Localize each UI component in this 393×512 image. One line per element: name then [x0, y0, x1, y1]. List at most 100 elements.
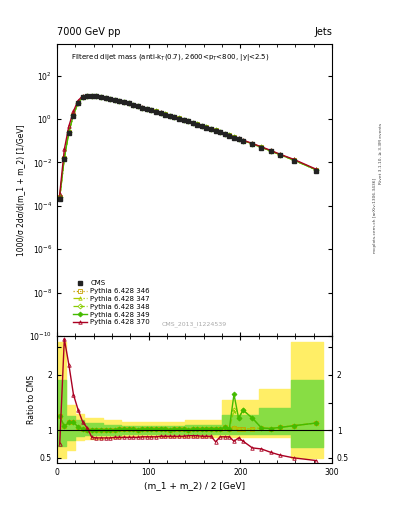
Pythia 6.428 370: [66, 123, 71, 129]
Pythia 6.428 346: [291, 157, 296, 163]
Pythia 6.428 347: [277, 152, 282, 158]
Pythia 6.428 348: [190, 120, 195, 126]
Pythia 6.428 348: [90, 93, 94, 99]
Pythia 6.428 349: [218, 129, 222, 135]
CMS: [94, 93, 99, 99]
Pythia 6.428 349: [121, 99, 126, 105]
Pythia 6.428 346: [231, 134, 236, 140]
Pythia 6.428 347: [200, 123, 204, 129]
Pythia 6.428 349: [291, 157, 296, 163]
Pythia 6.428 349: [209, 126, 213, 132]
Pythia 6.428 370: [268, 147, 273, 154]
Pythia 6.428 370: [277, 151, 282, 157]
Pythia 6.428 370: [204, 124, 209, 130]
Pythia 6.428 346: [218, 129, 222, 135]
Pythia 6.428 348: [126, 100, 131, 106]
Pythia 6.428 349: [66, 129, 71, 135]
Pythia 6.428 347: [112, 97, 117, 103]
CMS: [135, 103, 140, 109]
Pythia 6.428 370: [222, 131, 227, 137]
Pythia 6.428 347: [131, 101, 136, 108]
CMS: [268, 148, 273, 154]
Pythia 6.428 347: [186, 118, 191, 124]
Pythia 6.428 348: [200, 123, 204, 129]
Pythia 6.428 370: [195, 121, 200, 127]
Pythia 6.428 346: [227, 133, 232, 139]
Pythia 6.428 349: [62, 155, 67, 161]
CMS: [99, 94, 103, 100]
Pythia 6.428 348: [222, 131, 227, 137]
Pythia 6.428 370: [213, 127, 218, 133]
Pythia 6.428 346: [71, 112, 76, 118]
Pythia 6.428 370: [158, 110, 163, 116]
Pythia 6.428 370: [172, 114, 177, 120]
Pythia 6.428 370: [314, 166, 319, 173]
CMS: [121, 99, 126, 105]
Pythia 6.428 349: [80, 94, 85, 100]
Pythia 6.428 347: [140, 104, 145, 111]
Pythia 6.428 347: [94, 93, 99, 99]
Pythia 6.428 347: [195, 121, 200, 127]
Pythia 6.428 370: [218, 129, 222, 135]
CMS: [103, 95, 108, 101]
Pythia 6.428 347: [167, 113, 172, 119]
Pythia 6.428 347: [135, 103, 140, 109]
Text: CMS_2013_I1224539: CMS_2013_I1224539: [162, 322, 227, 327]
Pythia 6.428 347: [259, 144, 264, 151]
Pythia 6.428 370: [209, 125, 213, 132]
Pythia 6.428 348: [167, 113, 172, 119]
Pythia 6.428 347: [57, 194, 62, 200]
CMS: [117, 98, 122, 104]
Line: Pythia 6.428 349: Pythia 6.428 349: [58, 94, 318, 199]
Pythia 6.428 347: [190, 120, 195, 126]
Pythia 6.428 349: [268, 148, 273, 154]
Pythia 6.428 347: [117, 98, 122, 104]
Pythia 6.428 370: [231, 134, 236, 140]
Pythia 6.428 348: [250, 141, 255, 147]
Pythia 6.428 346: [176, 115, 181, 121]
CMS: [131, 102, 136, 108]
Pythia 6.428 370: [131, 101, 136, 108]
Text: Rivet 3.1.10, ≥ 3.3M events: Rivet 3.1.10, ≥ 3.3M events: [379, 123, 383, 184]
Pythia 6.428 349: [112, 97, 117, 103]
Pythia 6.428 346: [314, 167, 319, 173]
Text: 7000 GeV pp: 7000 GeV pp: [57, 27, 121, 37]
CMS: [76, 100, 81, 106]
Pythia 6.428 348: [71, 112, 76, 118]
CMS: [172, 114, 177, 120]
CMS: [80, 94, 85, 100]
Pythia 6.428 370: [62, 146, 67, 153]
Pythia 6.428 349: [277, 152, 282, 158]
Pythia 6.428 347: [71, 112, 76, 118]
CMS: [108, 96, 112, 102]
Pythia 6.428 348: [94, 93, 99, 99]
Pythia 6.428 347: [172, 114, 177, 120]
Pythia 6.428 370: [149, 107, 154, 113]
Pythia 6.428 346: [209, 126, 213, 132]
Pythia 6.428 346: [80, 94, 85, 100]
Text: Jets: Jets: [314, 27, 332, 37]
Pythia 6.428 370: [227, 132, 232, 138]
Pythia 6.428 348: [112, 97, 117, 103]
Pythia 6.428 348: [236, 136, 241, 142]
Pythia 6.428 348: [259, 144, 264, 151]
Pythia 6.428 347: [176, 115, 181, 121]
Pythia 6.428 348: [80, 94, 85, 100]
Pythia 6.428 370: [176, 115, 181, 121]
CMS: [163, 112, 167, 118]
Pythia 6.428 347: [85, 93, 90, 99]
Pythia 6.428 349: [163, 111, 167, 117]
Pythia 6.428 346: [90, 93, 94, 99]
Pythia 6.428 370: [99, 94, 103, 100]
Pythia 6.428 349: [222, 131, 227, 137]
Pythia 6.428 346: [149, 107, 154, 113]
Pythia 6.428 346: [99, 94, 103, 100]
Pythia 6.428 346: [135, 103, 140, 109]
Pythia 6.428 348: [154, 109, 158, 115]
Pythia 6.428 346: [259, 144, 264, 151]
Pythia 6.428 347: [241, 137, 246, 143]
Pythia 6.428 347: [76, 100, 81, 106]
CMS: [126, 100, 131, 106]
Pythia 6.428 370: [200, 123, 204, 129]
Pythia 6.428 349: [76, 100, 81, 106]
